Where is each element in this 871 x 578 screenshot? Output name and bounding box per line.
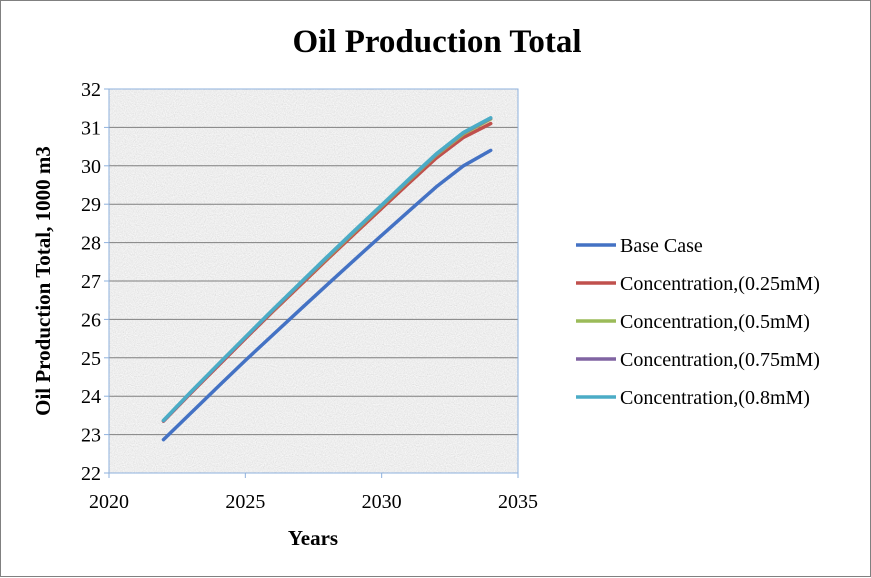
y-tick-label: 24 xyxy=(81,386,101,408)
x-tick-label: 2020 xyxy=(89,491,129,513)
x-axis-ticks: 2020 2025 2030 2035 xyxy=(89,473,538,513)
legend-label: Concentration,(0.75mM) xyxy=(620,349,820,371)
series-lines xyxy=(161,116,493,442)
x-axis-label: Years xyxy=(288,526,338,550)
legend-item: Concentration,(0.75mM) xyxy=(576,349,820,371)
chart-title: Oil Production Total xyxy=(292,24,581,60)
y-tick-label: 27 xyxy=(81,271,101,293)
y-tick-label: 32 xyxy=(81,79,101,101)
series-line-1 xyxy=(161,148,493,442)
y-tick-label: 26 xyxy=(81,309,101,331)
y-tick-label: 31 xyxy=(81,117,101,139)
y-tick-label: 30 xyxy=(81,156,101,178)
legend-label: Concentration,(0.8mM) xyxy=(620,387,810,409)
y-tick-label: 25 xyxy=(81,348,101,370)
series-line-5 xyxy=(161,116,493,423)
x-tick-label: 2025 xyxy=(225,491,265,513)
x-tick-label: 2035 xyxy=(498,491,538,513)
legend-label: Concentration,(0.25mM) xyxy=(620,273,820,295)
legend-item: Concentration,(0.25mM) xyxy=(576,273,820,295)
legend: Base Case Concentration,(0.25mM) Concentra… xyxy=(576,235,820,409)
x-tick-label: 2030 xyxy=(362,491,402,513)
legend-item: Concentration,(0.5mM) xyxy=(576,311,810,333)
y-tick-label: 22 xyxy=(81,463,101,485)
y-tick-label: 29 xyxy=(81,194,101,216)
y-axis-label: Oil Production Total, 1000 m3 xyxy=(31,146,55,416)
legend-label: Base Case xyxy=(620,235,703,257)
y-axis-ticks: 22 23 24 25 26 27 28 29 30 31 32 xyxy=(81,79,109,485)
legend-item: Concentration,(0.8mM) xyxy=(576,387,810,409)
gridlines xyxy=(109,126,518,436)
y-tick-label: 23 xyxy=(81,425,101,447)
y-tick-label: 28 xyxy=(81,233,101,255)
legend-label: Concentration,(0.5mM) xyxy=(620,311,810,333)
legend-item: Base Case xyxy=(576,235,703,257)
